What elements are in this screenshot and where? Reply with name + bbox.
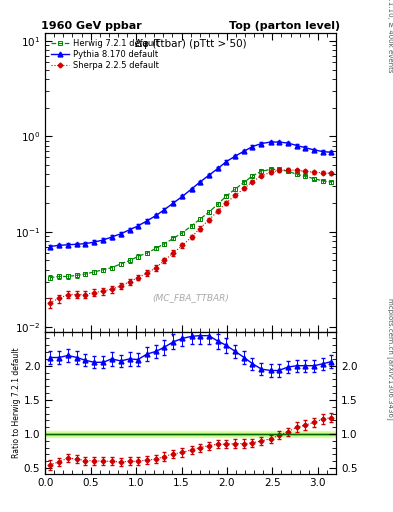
- Bar: [45, 431, 336, 437]
- Bar: [45, 433, 336, 435]
- Text: (MC_FBA_TTBAR): (MC_FBA_TTBAR): [152, 293, 229, 302]
- Text: mcplots.cern.ch [arXiv:1306.3436]: mcplots.cern.ch [arXiv:1306.3436]: [387, 297, 393, 419]
- Text: Rivet 3.1.10, ≥ 400k events: Rivet 3.1.10, ≥ 400k events: [387, 0, 393, 72]
- Text: Top (parton level): Top (parton level): [229, 20, 340, 31]
- Legend: Herwig 7.2.1 default, Pythia 8.170 default, Sherpa 2.2.5 default: Herwig 7.2.1 default, Pythia 8.170 defau…: [50, 37, 160, 72]
- Text: Δφ (t̅tbar) (pTtt > 50): Δφ (t̅tbar) (pTtt > 50): [135, 39, 246, 49]
- Y-axis label: Ratio to Herwig 7.2.1 default: Ratio to Herwig 7.2.1 default: [12, 347, 21, 458]
- Text: 1960 GeV ppbar: 1960 GeV ppbar: [41, 20, 142, 31]
